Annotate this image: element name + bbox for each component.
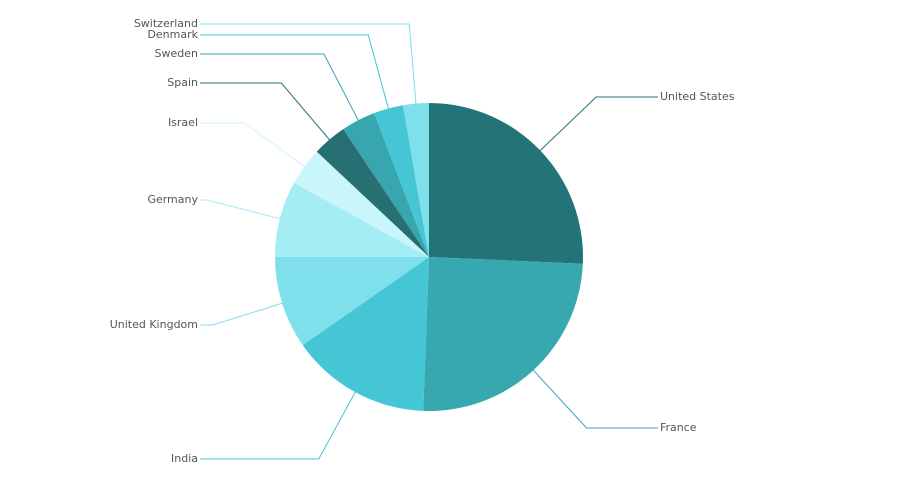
pie-slice [275,257,429,346]
slice-label: Switzerland [134,17,198,30]
leader-line [200,82,333,143]
leader-line [200,23,417,108]
pie-slice [402,103,429,257]
slice-label: Sweden [155,47,198,60]
pie-slice [423,257,583,411]
pie-slice [374,105,429,258]
pie-slice [343,113,429,257]
slice-label: United Kingdom [110,318,198,331]
slice-label: Israel [168,116,198,129]
leader-line [537,96,658,154]
pie-slice [316,129,429,257]
slice-label: United States [660,90,735,103]
slice-label: India [171,452,198,465]
leader-line [200,53,361,125]
slice-label: France [660,421,697,434]
slice-label: Germany [147,193,198,206]
leader-line [200,122,308,170]
leader-line [200,388,358,460]
pie-slice [294,151,429,257]
leader-line [530,366,658,429]
slice-label: Denmark [147,28,198,41]
pie-slice [429,103,583,264]
leader-line [200,34,390,113]
leader-line [200,301,287,326]
leader-line [200,199,284,221]
pie-slice [302,257,429,411]
pie-slice [275,182,429,257]
slice-label: Spain [167,76,198,89]
